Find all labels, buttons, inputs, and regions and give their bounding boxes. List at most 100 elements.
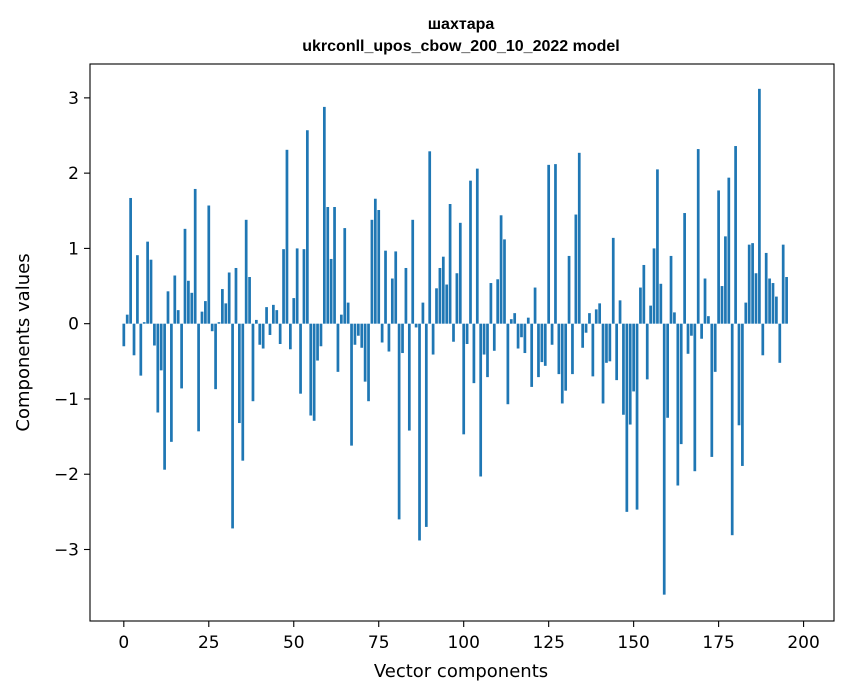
bar <box>727 177 731 324</box>
bar <box>683 213 686 324</box>
bar <box>469 180 472 324</box>
bar <box>312 323 316 421</box>
bar <box>241 323 245 461</box>
bar <box>530 323 534 387</box>
bar <box>754 273 758 324</box>
y-axis-label: Components values <box>13 253 34 431</box>
bar <box>686 323 690 354</box>
bar <box>309 323 313 416</box>
bar <box>564 323 568 391</box>
bar <box>455 273 459 324</box>
bar <box>285 149 289 324</box>
bar <box>149 259 153 324</box>
bar <box>173 275 177 324</box>
bar <box>506 323 510 405</box>
bar <box>132 323 136 356</box>
bar <box>122 323 126 347</box>
bar <box>771 283 775 324</box>
bar <box>183 228 187 324</box>
bar <box>227 272 231 324</box>
bar <box>635 323 639 510</box>
bar <box>136 255 139 324</box>
bar <box>302 249 306 324</box>
bar <box>190 292 194 324</box>
bar <box>448 204 452 324</box>
bar <box>758 88 761 324</box>
bar <box>343 228 347 324</box>
bar <box>292 298 296 324</box>
bar <box>187 280 190 324</box>
bar <box>594 309 598 324</box>
bar <box>387 323 391 352</box>
bar <box>615 323 619 381</box>
bar <box>204 301 207 324</box>
bar <box>662 323 666 595</box>
bar <box>200 311 204 324</box>
bar <box>295 248 299 324</box>
bar <box>224 303 228 324</box>
bar <box>350 323 353 446</box>
bar <box>761 323 765 356</box>
bar <box>231 323 234 529</box>
bar <box>221 289 224 324</box>
bar <box>289 323 292 350</box>
bar <box>424 323 428 527</box>
bar <box>696 149 700 324</box>
bar <box>639 287 642 324</box>
bar <box>720 286 724 324</box>
bar <box>554 164 557 324</box>
x-tick-label: 50 <box>283 633 305 653</box>
bar <box>778 323 782 363</box>
bar <box>322 106 326 324</box>
bar <box>713 323 717 372</box>
bar <box>244 219 248 324</box>
bar <box>326 207 330 324</box>
bar <box>275 310 279 324</box>
bar <box>166 291 170 324</box>
bar <box>520 323 523 338</box>
bar <box>238 323 241 424</box>
bar <box>601 323 605 404</box>
bar <box>421 302 425 324</box>
bar <box>418 323 421 541</box>
x-tick-label: 75 <box>368 633 390 653</box>
bar <box>730 323 734 536</box>
bar <box>234 267 238 324</box>
bar <box>329 258 333 324</box>
bar <box>438 267 442 324</box>
bar <box>737 323 741 426</box>
bar <box>622 323 625 415</box>
bar <box>560 323 564 404</box>
bar <box>628 323 632 425</box>
bar <box>632 323 635 392</box>
bar <box>346 302 350 324</box>
chart-title-line-1: шахтара <box>428 16 495 33</box>
bar <box>397 323 401 520</box>
bar <box>693 323 697 472</box>
x-tick-label: 150 <box>617 633 649 653</box>
bar <box>278 323 282 344</box>
bar <box>567 255 571 324</box>
bar <box>360 323 364 348</box>
bar <box>377 210 381 324</box>
bar <box>666 323 669 418</box>
bar <box>734 146 737 324</box>
bar <box>710 323 714 457</box>
bar <box>261 323 265 349</box>
bar <box>428 151 432 324</box>
bar <box>431 323 435 355</box>
bar <box>384 250 387 324</box>
bar <box>785 277 788 324</box>
bar <box>652 248 656 324</box>
bar <box>125 314 129 324</box>
bar <box>571 323 574 375</box>
bar <box>363 323 367 382</box>
bar <box>503 239 506 324</box>
bar <box>176 310 180 324</box>
bar <box>574 214 578 324</box>
bar <box>489 283 493 324</box>
bar <box>479 323 483 477</box>
bar <box>370 219 374 324</box>
bar <box>550 323 554 345</box>
